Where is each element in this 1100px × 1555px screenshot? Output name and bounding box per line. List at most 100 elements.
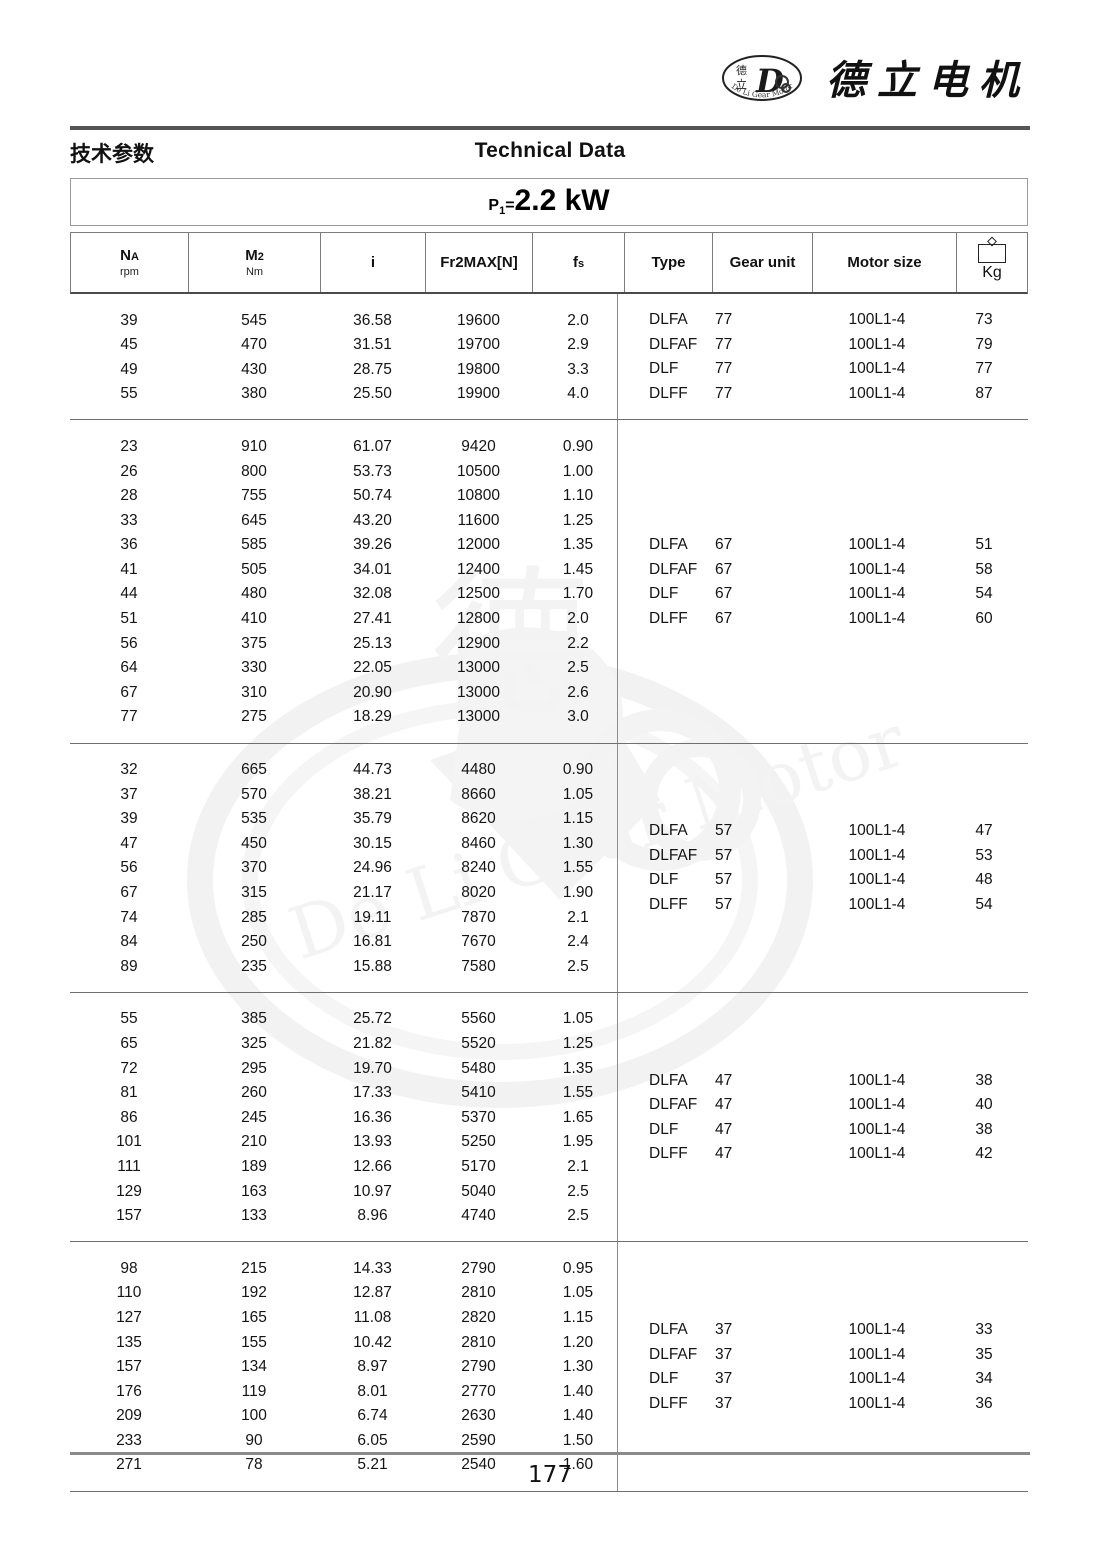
cell-i: 32.08 — [353, 585, 392, 603]
cell-na: 45 — [120, 336, 138, 354]
cell-type: DLFF — [649, 609, 688, 627]
page-title-cn: 技术参数 — [70, 142, 154, 166]
cell-ms: 100L1-4 — [848, 560, 906, 578]
cell-kg: 77 — [975, 360, 993, 378]
cell-i: 8.01 — [357, 1382, 388, 1400]
cell-fs: 2.5 — [567, 1182, 589, 1200]
cell-m2: 100 — [241, 1407, 267, 1425]
cell-i: 35.79 — [353, 810, 392, 828]
cell-na: 98 — [120, 1259, 138, 1277]
cell-m2: 250 — [241, 933, 267, 951]
cell-gear: 67 — [715, 560, 733, 578]
cell-fr: 5520 — [461, 1034, 496, 1052]
cell-i: 27.41 — [353, 610, 392, 628]
unit-variant-row: DLFAF 77 100L1-4 79 — [617, 332, 1028, 357]
cell-m2: 275 — [241, 708, 267, 726]
table-row: 64 330 22.05 13000 2.5 — [70, 656, 1028, 681]
cell-na: 51 — [120, 610, 138, 628]
cell-na: 111 — [117, 1157, 141, 1175]
data-block: 55 385 25.72 5560 1.05 65 325 21.82 5520 1.25 72 29… — [70, 992, 1028, 1243]
cell-i: 43.20 — [353, 511, 392, 529]
cell-fs: 2.9 — [567, 336, 589, 354]
cell-fs: 2.0 — [567, 311, 589, 329]
cell-fs: 0.95 — [562, 1259, 594, 1277]
cell-kg: 51 — [975, 535, 993, 553]
power-value: 2.2 kW — [514, 184, 610, 218]
cell-i: 16.81 — [353, 933, 392, 951]
cell-fr: 2790 — [461, 1358, 496, 1376]
cell-fr: 19700 — [456, 336, 501, 354]
table-row: 101 210 13.93 5250 1.95 — [70, 1130, 1028, 1155]
footer-divider — [70, 1452, 1030, 1455]
page-title-en: Technical Data — [474, 139, 626, 162]
cell-m2: 480 — [241, 585, 267, 603]
cell-fs: 1.25 — [562, 511, 594, 529]
cell-m2: 470 — [241, 336, 267, 354]
cell-kg: 48 — [975, 871, 993, 889]
cell-i: 34.01 — [353, 560, 392, 578]
table-row: 233 90 6.05 2590 1.50 — [70, 1428, 1028, 1453]
cell-fr: 4740 — [461, 1207, 496, 1225]
cell-m2: 192 — [241, 1284, 267, 1302]
cell-ms: 100L1-4 — [848, 1320, 906, 1338]
cell-fs: 1.35 — [562, 536, 594, 554]
cell-fr: 13000 — [456, 683, 501, 701]
cell-na: 23 — [120, 437, 138, 455]
cell-fr: 19600 — [456, 311, 501, 329]
cell-gear: 47 — [715, 1095, 733, 1113]
cell-i: 21.82 — [353, 1034, 392, 1052]
column-header-m2: M2 Nm — [189, 233, 321, 292]
cell-i: 44.73 — [353, 761, 392, 779]
cell-fs: 4.0 — [567, 385, 589, 403]
unit-variant-row: DLFF 37 100L1-4 36 — [617, 1391, 1028, 1416]
cell-na: 49 — [120, 360, 138, 378]
cell-type: DLF — [649, 1369, 679, 1387]
cell-fs: 2.4 — [567, 933, 589, 951]
cell-na: 129 — [116, 1182, 142, 1200]
cell-gear: 67 — [715, 535, 733, 553]
cell-m2: 245 — [241, 1108, 267, 1126]
unit-variant-row: DLFAF 57 100L1-4 53 — [617, 843, 1028, 868]
unit-variant-group: DLFA 57 100L1-4 47 DLFAF 57 100L1-4 53 DLF 57 100L… — [617, 818, 1028, 916]
cell-i: 20.90 — [353, 683, 392, 701]
cell-na: 271 — [116, 1456, 142, 1474]
cell-i: 10.42 — [353, 1333, 392, 1351]
cell-na: 86 — [120, 1108, 138, 1126]
cell-na: 157 — [116, 1207, 142, 1225]
unit-variant-row: DLF 77 100L1-4 77 — [617, 357, 1028, 382]
cell-gear: 77 — [715, 335, 733, 353]
section-title-row: 技术参数 Technical Data — [70, 138, 1030, 172]
cell-fs: 1.05 — [562, 1284, 594, 1302]
cell-m2: 910 — [241, 437, 267, 455]
cell-na: 176 — [116, 1382, 142, 1400]
cell-na: 26 — [120, 462, 138, 480]
cell-i: 5.21 — [357, 1456, 388, 1474]
cell-fr: 2790 — [461, 1259, 496, 1277]
cell-gear: 47 — [715, 1145, 733, 1163]
cell-fs: 2.5 — [567, 1207, 589, 1225]
cell-i: 36.58 — [353, 311, 392, 329]
logo-cn-bottom-char: 立 — [736, 77, 747, 91]
cell-fs: 3.0 — [567, 708, 589, 726]
cell-fs: 0.90 — [562, 437, 594, 455]
cell-fr: 12400 — [456, 560, 501, 578]
cell-na: 33 — [120, 511, 138, 529]
cell-gear: 67 — [715, 609, 733, 627]
cell-gear: 57 — [715, 895, 733, 913]
table-row: 41 505 34.01 12400 1.45 — [70, 557, 1028, 582]
power-rating-text: P1=2.2 kW — [488, 186, 609, 217]
cell-i: 24.96 — [353, 859, 392, 877]
cell-fr: 4480 — [461, 761, 496, 779]
cell-i: 6.05 — [357, 1431, 388, 1449]
cell-type: DLFA — [649, 1071, 688, 1089]
cell-fr: 2810 — [461, 1333, 496, 1351]
cell-m2: 330 — [241, 659, 267, 677]
unit-variant-group: DLFA 47 100L1-4 38 DLFAF 47 100L1-4 40 DLF 47 100L… — [617, 1068, 1028, 1166]
cell-type: DLF — [649, 584, 679, 602]
cell-m2: 163 — [241, 1182, 267, 1200]
cell-fr: 7670 — [461, 933, 496, 951]
cell-fr: 19800 — [456, 360, 501, 378]
cell-fr: 2810 — [461, 1284, 496, 1302]
table-row: 32 665 44.73 4480 0.90 — [70, 758, 1028, 783]
